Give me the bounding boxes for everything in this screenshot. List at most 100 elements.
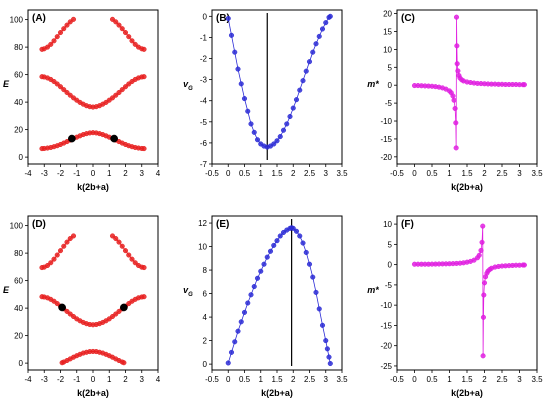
x-tick-label: 1.5 (461, 169, 473, 178)
x-axis-label: k(2b+a) (451, 388, 483, 398)
y-tick-label: 80 (14, 249, 23, 258)
data-point (113, 311, 119, 317)
data-point (64, 22, 70, 28)
data-point (297, 87, 303, 93)
y-tick-label: -7 (200, 160, 208, 169)
x-tick-label: 0 (91, 375, 96, 384)
y-tick-label: 10 (383, 45, 392, 54)
data-point (122, 248, 129, 254)
data-point (327, 13, 333, 19)
data-point (480, 314, 487, 320)
data-point (476, 252, 482, 258)
y-tick-label: 8 (203, 266, 208, 275)
x-tick-label: 2.5 (304, 375, 316, 384)
data-point (57, 84, 64, 90)
data-point (141, 74, 147, 80)
data-point (238, 319, 244, 325)
data-point (310, 49, 316, 55)
x-tick-label: 2.5 (496, 375, 508, 384)
data-point (280, 127, 287, 133)
data-point (324, 346, 330, 352)
data-point (228, 32, 235, 38)
data-point (293, 228, 300, 234)
x-tick-label: 0.5 (426, 169, 438, 178)
data-point (141, 46, 147, 52)
x-tick-label: 2 (291, 375, 296, 384)
y-tick-label: 4 (203, 313, 208, 322)
x-tick-label: 1 (447, 169, 452, 178)
data-point (54, 252, 60, 258)
panel-label: (D) (32, 219, 46, 230)
y-tick-label: 5 (388, 240, 393, 249)
data-point (54, 81, 60, 87)
x-tick-label: -2 (57, 375, 65, 384)
x-tick-label: -0.5 (205, 169, 219, 178)
y-tick-label: -25 (380, 362, 392, 371)
data-point (122, 84, 129, 90)
data-point (113, 236, 119, 242)
x-axis-label: k(2b+a) (77, 182, 109, 192)
y-tick-label: 60 (14, 277, 23, 286)
data-point (481, 280, 488, 286)
x-tick-label: 1 (259, 375, 264, 384)
data-point (67, 236, 73, 242)
data-point (109, 95, 116, 101)
highlight-point (110, 134, 118, 143)
y-axis-label: m* (367, 285, 379, 295)
highlight-point (68, 134, 76, 143)
data-point (306, 261, 313, 267)
y-tick-label: 2 (203, 337, 208, 346)
data-point (290, 225, 296, 231)
data-point (132, 41, 138, 47)
data-point (245, 300, 251, 306)
x-tick-label: 3.5 (531, 169, 543, 178)
data-point (310, 274, 316, 280)
x-tick-label: 2 (291, 169, 296, 178)
data-point (225, 360, 231, 366)
y-tick-label: 0 (19, 359, 24, 368)
data-point (248, 121, 254, 127)
y-tick-label: -15 (380, 321, 392, 330)
data-point (303, 249, 309, 255)
data-point (451, 97, 457, 103)
data-point (132, 260, 138, 266)
data-point (251, 129, 257, 135)
plot-frame (27, 215, 159, 371)
data-point (109, 233, 116, 239)
x-tick-label: 0 (91, 169, 96, 178)
data-point (261, 261, 267, 267)
y-tick-label: -4 (200, 97, 208, 106)
y-tick-label: 0 (19, 153, 24, 162)
series-line (227, 227, 331, 364)
data-point (274, 238, 280, 244)
data-point (228, 349, 235, 355)
data-point (277, 134, 283, 140)
x-tick-label: 0 (412, 169, 417, 178)
y-tick-label: -10 (380, 117, 392, 126)
data-point (248, 292, 254, 298)
data-point (225, 15, 231, 21)
panel-3: -0.5 0 0.5 1 1.5 2 2.5 3 3.5 20 15 10 5 0 -5 -10 -15 -20 k… (367, 9, 543, 192)
x-tick-label: 2 (482, 375, 487, 384)
data-point (258, 268, 264, 274)
data-point (238, 81, 244, 87)
data-point (316, 33, 322, 39)
data-point (453, 145, 459, 151)
data-point (313, 41, 319, 47)
data-point (450, 93, 456, 99)
x-tick-label: 4 (156, 375, 161, 384)
y-tick-label: 100 (10, 16, 24, 25)
data-point (323, 20, 329, 26)
x-tick-label: 0 (226, 375, 231, 384)
data-point (267, 248, 274, 254)
y-tick-label: 15 (383, 27, 392, 36)
x-tick-label: -2 (57, 169, 65, 178)
data-point (300, 240, 306, 246)
x-tick-label: -1 (73, 169, 81, 178)
x-tick-label: 2.5 (496, 169, 508, 178)
x-tick-label: 3 (324, 375, 329, 384)
data-point (232, 339, 238, 345)
x-tick-label: 3 (517, 375, 522, 384)
y-tick-label: 12 (198, 219, 207, 228)
